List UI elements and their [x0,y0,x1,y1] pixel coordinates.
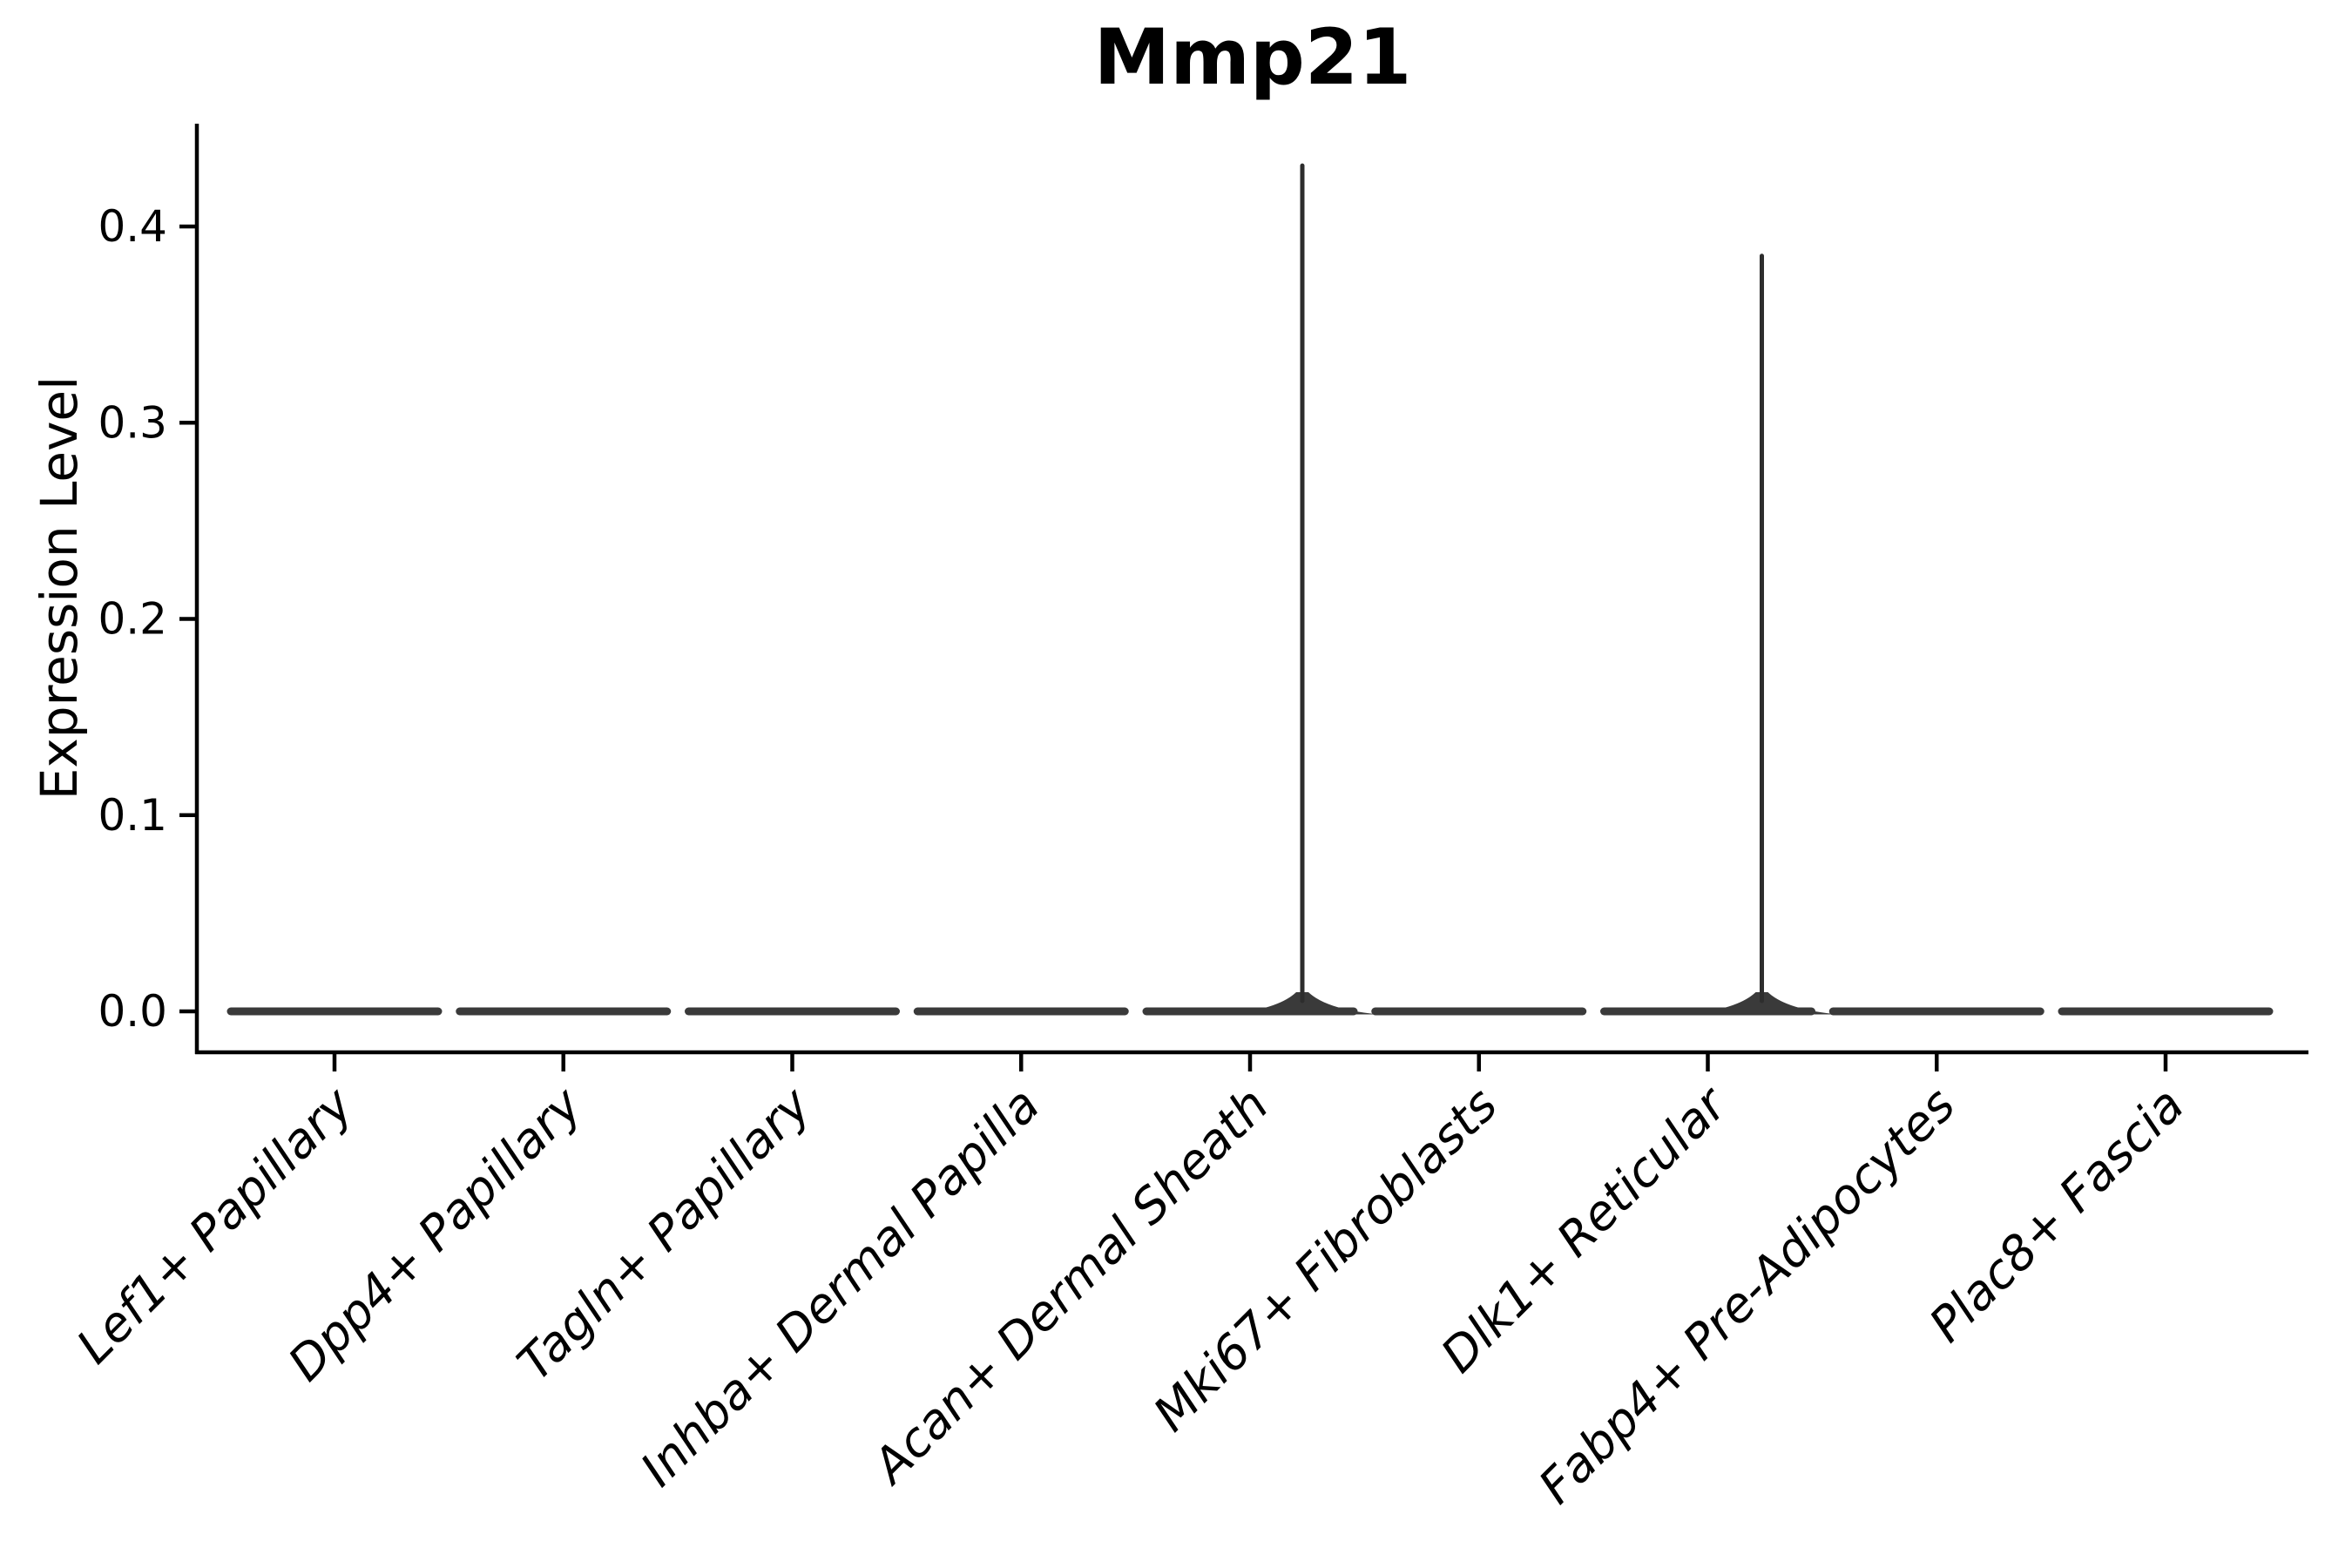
y-tick-label: 0.0 [98,986,167,1037]
plot-title: Mmp21 [1094,12,1412,102]
y-axis-label: Expression Level [30,376,89,800]
y-tick-label: 0.1 [98,790,167,841]
y-tick-label: 0.4 [98,201,167,252]
violins-group [226,163,2274,1016]
y-tick-label: 0.2 [98,594,167,645]
y-axis-ticks: 0.0 0.1 0.2 0.3 0.4 [98,201,197,1037]
y-tick-label: 0.3 [98,397,167,448]
